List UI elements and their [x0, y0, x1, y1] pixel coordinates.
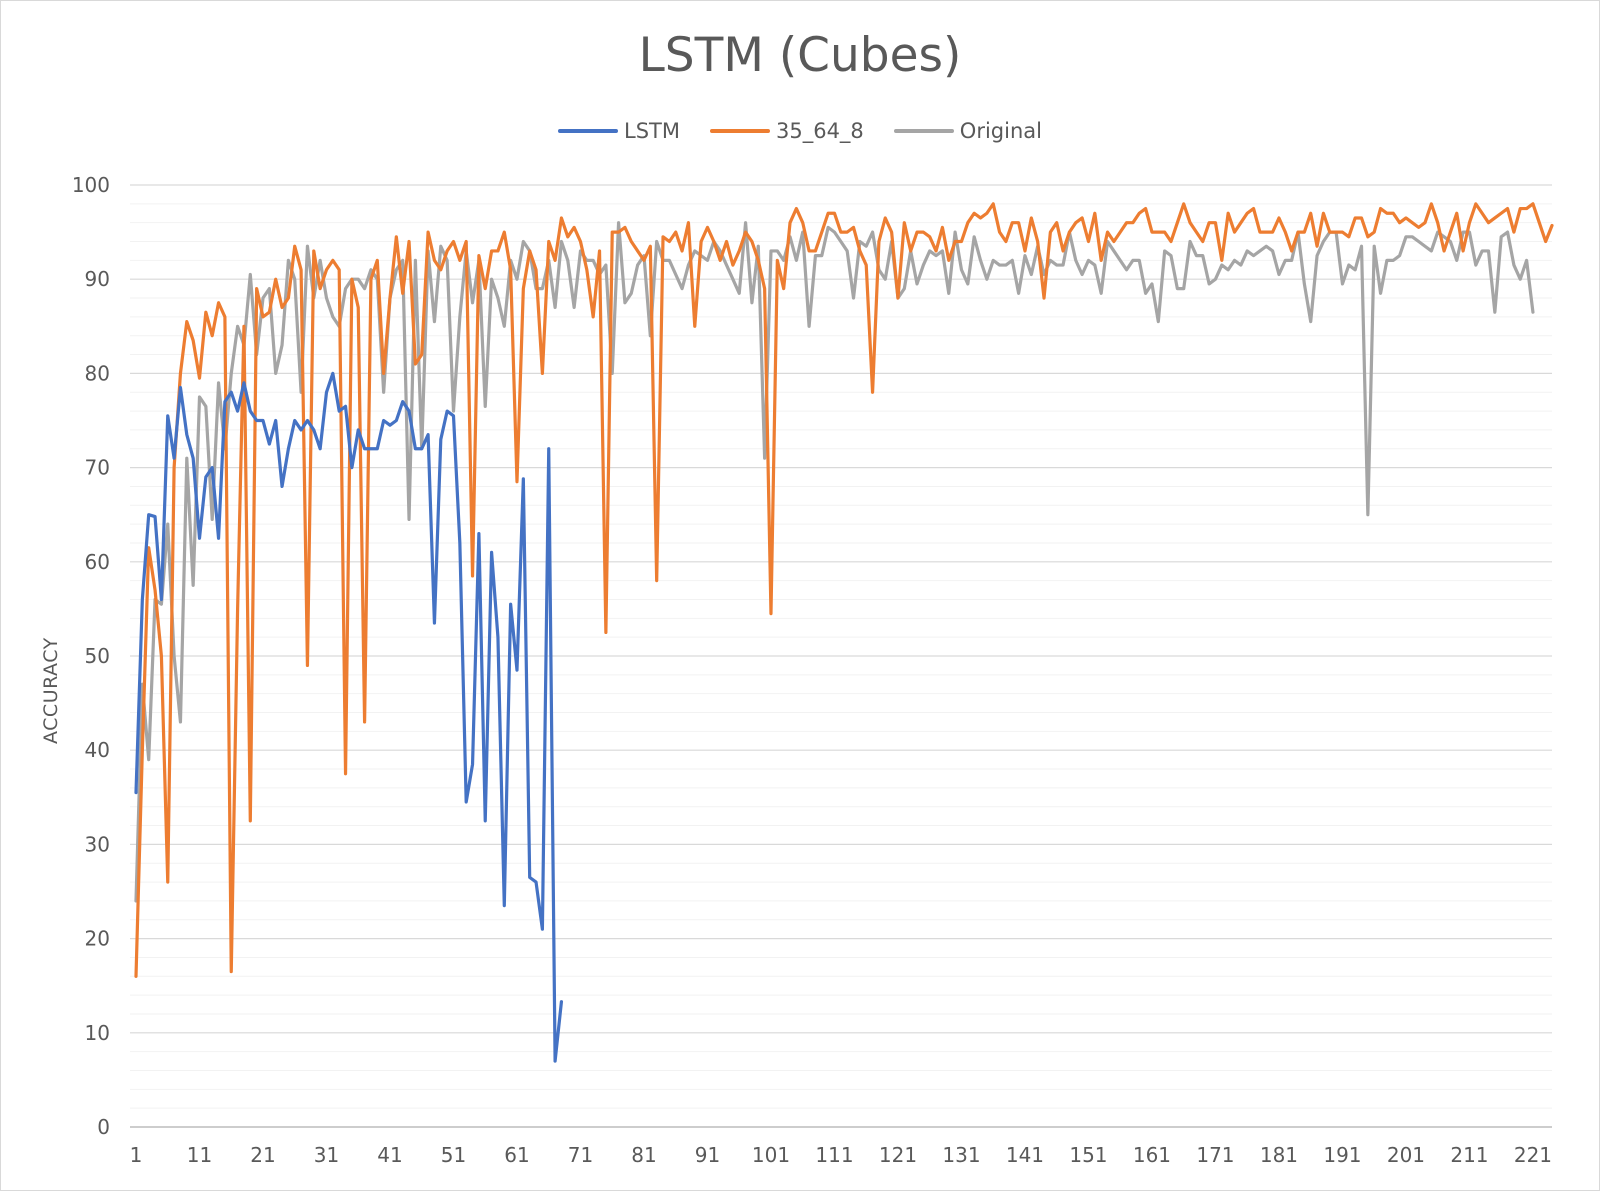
x-tick-label: 51	[441, 1143, 466, 1167]
x-tick-label: 101	[752, 1143, 790, 1167]
legend-label-lstm: LSTM	[624, 119, 680, 143]
chart-title: LSTM (Cubes)	[638, 28, 962, 83]
x-tick-label: 81	[631, 1143, 656, 1167]
series-line-original	[134, 221, 1535, 903]
y-tick-label: 20	[85, 927, 110, 951]
x-tick-label: 131	[942, 1143, 980, 1167]
legend-swatch-original	[893, 129, 954, 133]
x-tick-label: 181	[1260, 1143, 1298, 1167]
y-tick-label: 30	[85, 832, 110, 856]
x-tick-label: 121	[879, 1143, 917, 1167]
legend-item-35-64-8: 35_64_8	[709, 119, 864, 143]
y-tick-label: 50	[85, 644, 110, 668]
x-tick-label: 191	[1323, 1143, 1361, 1167]
y-tick-label: 100	[72, 173, 110, 197]
x-tick-label: 41	[377, 1143, 402, 1167]
x-tick-label: 201	[1387, 1143, 1425, 1167]
x-tick-label: 31	[314, 1143, 339, 1167]
x-tick-label: 71	[568, 1143, 593, 1167]
legend-label-original: Original	[959, 119, 1042, 143]
y-tick-label: 40	[85, 738, 110, 762]
series-line-35-64-8	[134, 202, 1554, 978]
y-tick-label: 70	[85, 456, 110, 480]
x-tick-label: 61	[504, 1143, 529, 1167]
x-tick-label: 21	[250, 1143, 275, 1167]
y-tick-label: 60	[85, 550, 110, 574]
x-tick-label: 161	[1133, 1143, 1171, 1167]
legend-item-original: Original	[893, 119, 1042, 143]
x-tick-label: 91	[695, 1143, 720, 1167]
x-tick-label: 211	[1450, 1143, 1488, 1167]
y-tick-label: 80	[85, 361, 110, 385]
legend: LSTM 35_64_8 Original	[0, 119, 1600, 143]
x-tick-label: 141	[1006, 1143, 1044, 1167]
y-tick-label: 0	[97, 1115, 110, 1139]
legend-swatch-35-64-8	[709, 129, 770, 133]
series-line-lstm	[134, 371, 564, 1063]
x-tick-label: 1	[130, 1143, 143, 1167]
x-tick-label: 111	[815, 1143, 853, 1167]
x-tick-label: 171	[1196, 1143, 1234, 1167]
y-tick-label: 10	[85, 1021, 110, 1045]
x-tick-label: 151	[1069, 1143, 1107, 1167]
legend-item-lstm: LSTM	[558, 119, 680, 143]
y-tick-label: 90	[85, 267, 110, 291]
legend-label-35-64-8: 35_64_8	[775, 119, 864, 143]
legend-swatch-lstm	[558, 129, 618, 133]
x-tick-label: 11	[187, 1143, 212, 1167]
x-tick-label: 221	[1514, 1143, 1552, 1167]
